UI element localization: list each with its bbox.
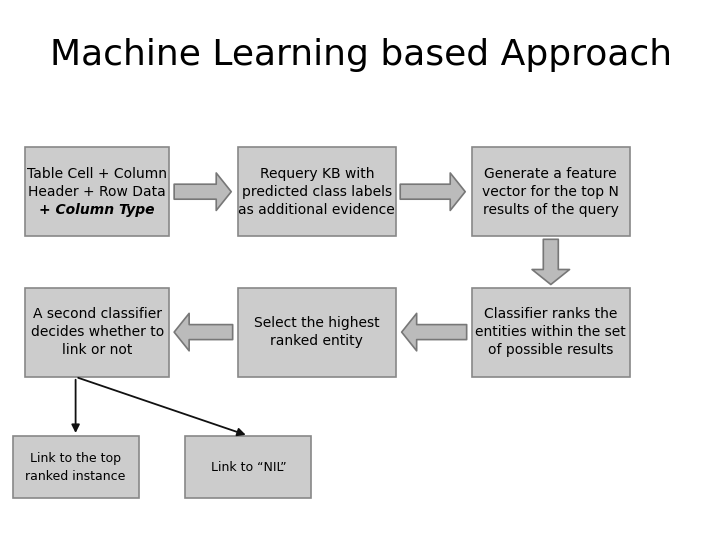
FancyBboxPatch shape [472, 147, 630, 237]
FancyBboxPatch shape [185, 436, 311, 498]
Text: Machine Learning based Approach: Machine Learning based Approach [50, 38, 672, 72]
FancyBboxPatch shape [25, 147, 169, 237]
Text: Select the highest: Select the highest [254, 316, 379, 330]
Text: of possible results: of possible results [488, 343, 613, 357]
FancyBboxPatch shape [238, 147, 396, 237]
Text: + Column Type: + Column Type [40, 202, 155, 217]
Text: A second classifier: A second classifier [32, 307, 162, 321]
Text: entities within the set: entities within the set [475, 325, 626, 339]
Text: vector for the top N: vector for the top N [482, 185, 619, 199]
FancyBboxPatch shape [25, 287, 169, 377]
Text: decides whether to: decides whether to [30, 325, 164, 339]
Text: Table Cell + Column: Table Cell + Column [27, 167, 167, 181]
FancyBboxPatch shape [472, 287, 630, 377]
Text: Classifier ranks the: Classifier ranks the [484, 307, 618, 321]
Text: predicted class labels: predicted class labels [242, 185, 392, 199]
Text: Link to “NIL”: Link to “NIL” [210, 461, 287, 474]
FancyBboxPatch shape [13, 436, 138, 498]
Text: ranked instance: ranked instance [25, 469, 126, 483]
Text: link or not: link or not [62, 343, 132, 357]
Text: Requery KB with: Requery KB with [259, 167, 374, 181]
FancyBboxPatch shape [238, 287, 396, 377]
Text: Generate a feature: Generate a feature [485, 167, 617, 181]
Text: as additional evidence: as additional evidence [238, 202, 395, 217]
Text: Header + Row Data: Header + Row Data [28, 185, 166, 199]
Text: Link to the top: Link to the top [30, 451, 121, 465]
Text: results of the query: results of the query [483, 202, 618, 217]
Text: ranked entity: ranked entity [271, 334, 363, 348]
